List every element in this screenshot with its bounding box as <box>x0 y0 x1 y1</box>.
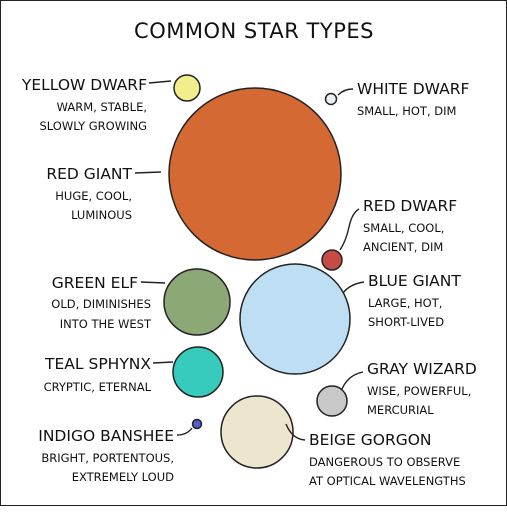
teal-sphynx-leader <box>152 361 174 364</box>
beige-gorgon-name: BEIGE GORGON <box>309 431 432 449</box>
red-dwarf-desc-line-2: ANCIENT, DIM <box>363 240 443 254</box>
teal-sphynx-name: TEAL SPHYNX <box>44 355 151 373</box>
red-giant-name: RED GIANT <box>46 165 132 183</box>
blue-giant-desc-line-2: SHORT-LIVED <box>368 315 444 329</box>
teal-sphynx-desc-line-1: CRYPTIC, ETERNAL <box>44 380 152 394</box>
indigo-banshee-desc-line-1: BRIGHT, PORTENTOUS, <box>41 451 174 465</box>
green-elf-leader <box>140 281 166 284</box>
red-dwarf-desc-line-1: SMALL, COOL, <box>363 221 444 235</box>
gray-wizard-circle <box>316 385 348 417</box>
indigo-banshee-desc-line-2: EXTREMELY LOUD <box>72 470 174 484</box>
green-elf-name: GREEN ELF <box>52 274 138 292</box>
diagram-title: COMMON STAR TYPES <box>134 19 374 43</box>
star-red-giant: RED GIANT HUGE, COOL, LUMINOUS <box>46 87 342 261</box>
star-white-dwarf: WHITE DWARF SMALL, HOT, DIM <box>324 80 470 118</box>
white-dwarf-circle <box>324 92 338 106</box>
beige-gorgon-circle <box>220 395 294 469</box>
yellow-dwarf-leader <box>148 80 172 84</box>
teal-sphynx-circle <box>172 346 224 398</box>
yellow-dwarf-desc-line-2: SLOWLY GROWING <box>39 119 147 133</box>
yellow-dwarf-circle <box>173 74 201 102</box>
red-dwarf-leader <box>339 208 360 251</box>
gray-wizard-desc-line-1: WISE, POWERFUL, <box>367 384 471 398</box>
green-elf-circle <box>163 268 231 336</box>
green-elf-desc-line-1: OLD, DIMINISHES <box>51 297 151 311</box>
red-dwarf-name: RED DWARF <box>363 197 457 215</box>
star-green-elf: GREEN ELF OLD, DIMINISHES INTO THE WEST <box>51 268 231 336</box>
red-giant-desc-line-2: LUMINOUS <box>71 208 132 222</box>
red-giant-desc-line-1: HUGE, COOL, <box>55 189 132 203</box>
red-giant-circle <box>168 87 342 261</box>
yellow-dwarf-name: YELLOW DWARF <box>21 76 147 94</box>
indigo-banshee-leader <box>176 427 193 436</box>
star-beige-gorgon: BEIGE GORGON DANGEROUS TO OBSERVE AT OPT… <box>220 395 466 488</box>
beige-gorgon-leader <box>285 423 306 441</box>
red-dwarf-circle <box>321 249 343 271</box>
blue-giant-leader <box>342 281 365 294</box>
white-dwarf-desc-line-1: SMALL, HOT, DIM <box>357 104 456 118</box>
beige-gorgon-desc-line-2: AT OPTICAL WAVELENGTHS <box>309 474 466 488</box>
white-dwarf-leader <box>337 88 354 96</box>
star-gray-wizard: GRAY WIZARD WISE, POWERFUL, MERCURIAL <box>316 360 477 417</box>
indigo-banshee-circle <box>191 418 203 430</box>
star-red-dwarf: RED DWARF SMALL, COOL, ANCIENT, DIM <box>321 197 457 271</box>
green-elf-desc-line-2: INTO THE WEST <box>60 317 152 331</box>
gray-wizard-name: GRAY WIZARD <box>367 360 477 378</box>
gray-wizard-desc-line-2: MERCURIAL <box>367 403 434 417</box>
star-indigo-banshee: INDIGO BANSHEE BRIGHT, PORTENTOUS, EXTRE… <box>38 418 203 484</box>
star-teal-sphynx: TEAL SPHYNX CRYPTIC, ETERNAL <box>44 346 224 398</box>
star-blue-giant: BLUE GIANT LARGE, HOT, SHORT-LIVED <box>239 263 461 375</box>
beige-gorgon-desc-line-1: DANGEROUS TO OBSERVE <box>309 455 460 469</box>
blue-giant-circle <box>239 263 351 375</box>
star-yellow-dwarf: YELLOW DWARF WARM, STABLE, SLOWLY GROWIN… <box>21 74 201 133</box>
indigo-banshee-name: INDIGO BANSHEE <box>38 427 174 445</box>
white-dwarf-name: WHITE DWARF <box>357 80 470 98</box>
blue-giant-desc-line-1: LARGE, HOT, <box>368 296 442 310</box>
gray-wizard-leader <box>341 371 364 390</box>
blue-giant-name: BLUE GIANT <box>368 272 461 290</box>
red-giant-leader <box>134 171 162 174</box>
yellow-dwarf-desc-line-1: WARM, STABLE, <box>57 100 147 114</box>
